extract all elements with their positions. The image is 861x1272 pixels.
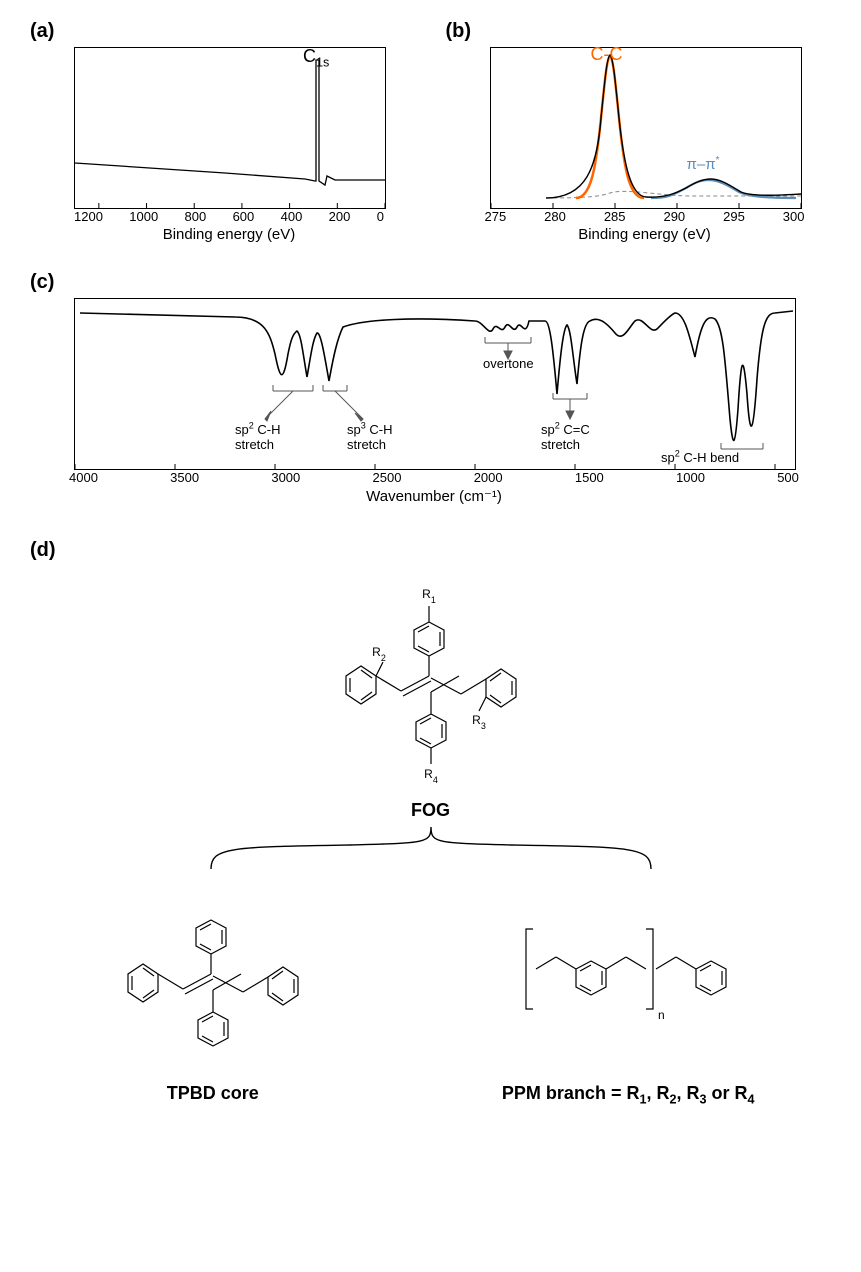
panel-d: (d) <box>30 539 831 1107</box>
panel-a-xlabel: Binding energy (eV) <box>74 226 384 243</box>
panel-b-pipi-label: π–π* <box>687 154 720 173</box>
ppm-label: PPM branch = R1, R2, R3 or R4 <box>478 1083 778 1107</box>
r4-label: R4 <box>424 767 438 785</box>
panel-c-svg <box>75 299 795 469</box>
panel-a-svg <box>75 48 385 208</box>
r3-label: R3 <box>472 713 486 731</box>
r1-label: R1 <box>422 587 436 605</box>
tpbd-label: TPBD core <box>83 1083 343 1104</box>
panel-d-label: (d) <box>30 539 831 562</box>
row-ab: (a) Intensity (a.u.) C1s 12 <box>30 20 831 243</box>
panel-c-chart: sp2 C-Hstretch sp3 C-Hstretch overtone s… <box>74 298 796 470</box>
panel-b-chart: C-C π–π* <box>490 47 802 209</box>
panel-b-xticks: 275280 285290 295300 <box>485 209 805 224</box>
ppm-molecule: n PPM branch = R1, R2, R3 or R4 <box>478 879 778 1107</box>
brace <box>30 825 831 875</box>
panel-c-ann-sp2ch: sp2 C-Hstretch <box>235 421 281 453</box>
panel-b-xlabel: Binding energy (eV) <box>490 226 800 243</box>
panel-a-peak-label: C1s <box>303 46 329 70</box>
panel-b-cc-label: C-C <box>591 44 623 65</box>
panel-c-label: (c) <box>30 271 831 294</box>
panel-c-xlabel: Wavenumber (cm⁻¹) <box>74 487 794 505</box>
panel-b-svg <box>491 48 801 208</box>
panel-a-xticks: 12001000 800600 400200 0 <box>74 209 384 224</box>
panel-a: (a) Intensity (a.u.) C1s 12 <box>30 20 416 243</box>
fog-label: FOG <box>30 800 831 821</box>
ppm-n-label: n <box>658 1008 665 1022</box>
fog-molecule: R1 R2 R3 R4 <box>30 566 831 806</box>
panel-c: (c) Transmittance (%) <box>30 271 831 505</box>
panel-a-label: (a) <box>30 20 416 43</box>
panel-c-xticks: 40003500 30002500 20001500 1000500 <box>69 470 799 485</box>
panel-c-ann-sp3ch: sp3 C-Hstretch <box>347 421 393 453</box>
panel-b: (b) Intensity (a.u.) <box>446 20 832 243</box>
panel-c-ann-sp2cc: sp2 C=Cstretch <box>541 421 590 453</box>
tpbd-molecule: TPBD core <box>83 879 343 1104</box>
panel-b-label: (b) <box>446 20 832 43</box>
panel-c-ann-sp2bend: sp2 C-H bend <box>661 449 739 466</box>
r2-label: R2 <box>372 645 386 663</box>
row-d-bottom: TPBD core <box>30 879 831 1107</box>
panel-c-ann-overtone: overtone <box>483 357 534 372</box>
panel-a-chart: C1s <box>74 47 386 209</box>
